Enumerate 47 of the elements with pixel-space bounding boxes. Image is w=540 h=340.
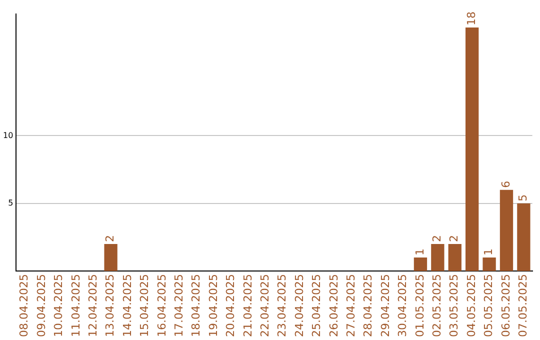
x-tick-label: 17.04.2025	[172, 274, 186, 338]
data-label: 5	[516, 194, 530, 202]
data-label: 2	[430, 234, 444, 242]
x-tick-label: 20.04.2025	[224, 274, 238, 338]
data-label: 1	[413, 248, 426, 256]
x-tick-label: 21.04.2025	[241, 274, 254, 338]
data-label: 18	[464, 12, 478, 26]
x-tick-label: 11.04.2025	[69, 274, 82, 338]
data-label: 2	[104, 234, 117, 242]
x-tick-label: 06.05.2025	[499, 274, 512, 338]
x-tick-label: 15.04.2025	[138, 274, 152, 338]
x-tick-label: 19.04.2025	[206, 274, 220, 338]
x-tick-label: 09.04.2025	[34, 274, 48, 338]
bar	[466, 28, 479, 272]
x-tick-label: 25.04.2025	[310, 274, 324, 338]
x-tick-label: 05.05.2025	[482, 274, 496, 338]
x-tick-label: 08.04.2025	[18, 274, 31, 338]
x-tick-label: 01.05.2025	[413, 274, 426, 338]
x-tick-label: 13.04.2025	[104, 274, 117, 338]
x-tick-label: 03.05.2025	[448, 274, 461, 338]
data-label: 2	[448, 234, 461, 242]
x-tick-label: 04.05.2025	[464, 274, 478, 338]
y-tick-label: 10	[2, 130, 14, 140]
x-tick-label: 23.04.2025	[276, 274, 289, 338]
x-tick-label: 22.04.2025	[258, 274, 272, 338]
data-label: 6	[499, 180, 512, 188]
x-tick-label: 12.04.2025	[86, 274, 100, 338]
x-tick-label: 14.04.2025	[120, 274, 134, 338]
bar	[431, 244, 444, 272]
x-tick-label: 10.04.2025	[52, 274, 66, 338]
x-tick-label: 16.04.2025	[155, 274, 168, 338]
bar	[448, 244, 462, 272]
bar	[517, 203, 530, 272]
x-tick-label: 28.04.2025	[362, 274, 375, 338]
x-tick-label: 07.05.2025	[516, 274, 530, 338]
x-tick-label: 18.04.2025	[190, 274, 203, 338]
x-tick-label: 30.04.2025	[396, 274, 410, 338]
x-tick-label: 02.05.2025	[430, 274, 444, 338]
bar	[414, 257, 428, 272]
data-label: 1	[482, 248, 496, 256]
bar	[482, 257, 496, 272]
x-tick-label: 27.04.2025	[344, 274, 358, 338]
bar	[500, 190, 514, 272]
x-tick-label: 29.04.2025	[378, 274, 392, 338]
bar	[104, 244, 118, 272]
x-tick-label: 26.04.2025	[327, 274, 340, 338]
x-tick-label: 24.04.2025	[292, 274, 306, 338]
